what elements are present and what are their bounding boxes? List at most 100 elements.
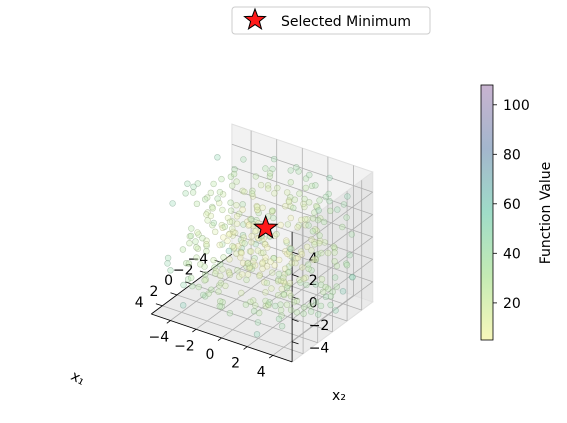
data-point: [229, 243, 236, 250]
z-tick-label: −4: [309, 340, 330, 356]
x-axis-label: x₁: [68, 368, 88, 389]
data-point: [263, 279, 271, 287]
data-point: [292, 259, 299, 267]
data-point: [224, 237, 231, 245]
data-point: [233, 202, 240, 209]
selected-minimum-star: [252, 214, 279, 239]
data-point: [243, 276, 250, 284]
data-point: [210, 219, 218, 227]
data-point: [264, 244, 271, 251]
data-point: [220, 234, 227, 241]
data-point: [244, 260, 252, 267]
data-point: [287, 292, 295, 300]
y-tick-mark: [217, 337, 222, 342]
y-tick-mark: [166, 320, 171, 324]
data-point: [216, 241, 223, 249]
data-point: [273, 230, 280, 238]
data-point: [307, 308, 315, 315]
data-point: [283, 237, 290, 244]
data-point: [315, 207, 322, 214]
data-point: [312, 298, 320, 306]
data-point: [284, 221, 292, 228]
data-point: [229, 182, 236, 189]
data-point: [226, 218, 234, 226]
legend: Selected Minimum: [231, 6, 431, 35]
data-point: [270, 155, 278, 163]
data-point: [293, 164, 300, 171]
data-point: [239, 201, 246, 208]
data-point: [301, 195, 308, 203]
data-point: [331, 274, 339, 281]
data-point: [327, 207, 334, 215]
data-point: [269, 207, 276, 214]
data-point: [262, 289, 269, 296]
colorbar-gradient: [480, 84, 494, 341]
data-point: [257, 181, 265, 189]
data-point: [293, 309, 301, 316]
data-point: [214, 195, 221, 202]
data-point: [299, 264, 306, 271]
x-tick-label: 4: [135, 295, 144, 311]
data-point: [197, 261, 204, 268]
data-point: [314, 251, 322, 258]
data-point: [268, 285, 275, 292]
data-point: [180, 302, 187, 309]
data-point: [330, 243, 337, 250]
colorbar-tick-label: 40: [503, 246, 521, 262]
data-point: [194, 180, 202, 187]
data-point: [210, 257, 217, 264]
data-point: [164, 254, 172, 262]
data-point: [246, 221, 253, 228]
data-point: [233, 178, 240, 185]
data-point: [217, 272, 224, 280]
data-point: [184, 180, 191, 187]
data-point: [189, 282, 196, 290]
data-point: [239, 187, 246, 195]
x-tick-mark: [155, 303, 163, 307]
data-point: [304, 216, 311, 223]
data-point: [324, 249, 332, 257]
data-point: [258, 249, 265, 257]
grid-line-z-back: [231, 143, 373, 193]
data-point: [320, 218, 328, 226]
data-point: [334, 206, 341, 213]
data-point: [290, 298, 298, 306]
data-point: [212, 228, 219, 236]
data-point: [188, 274, 195, 282]
data-point: [229, 218, 236, 225]
data-point: [203, 242, 210, 250]
data-point: [226, 256, 233, 263]
data-point: [271, 262, 278, 269]
data-point: [339, 288, 347, 295]
data-point: [169, 200, 176, 207]
data-point: [314, 216, 322, 224]
data-point: [319, 288, 327, 295]
data-point: [277, 306, 285, 314]
data-point: [315, 311, 322, 318]
data-point: [340, 201, 348, 208]
data-point: [285, 268, 292, 276]
data-point: [298, 216, 305, 224]
z-tick-mark: [291, 318, 299, 322]
data-point: [193, 244, 200, 251]
data-point: [326, 197, 333, 205]
data-point: [302, 216, 309, 223]
grid-line-z-wall: [291, 236, 373, 298]
data-point: [316, 232, 323, 239]
data-point: [190, 183, 197, 191]
data-point: [254, 203, 261, 211]
data-point: [305, 261, 312, 268]
data-point: [231, 166, 238, 173]
data-point: [248, 239, 255, 246]
data-point: [316, 197, 323, 204]
data-point: [199, 235, 206, 242]
data-point: [302, 184, 309, 192]
data-point: [302, 274, 309, 281]
data-point: [225, 247, 233, 255]
data-point: [221, 223, 229, 230]
x-tick-mark: [214, 259, 222, 263]
data-point: [300, 200, 307, 208]
data-point: [167, 267, 174, 274]
data-point: [184, 276, 192, 283]
grid-line-y-floor: [247, 286, 329, 347]
